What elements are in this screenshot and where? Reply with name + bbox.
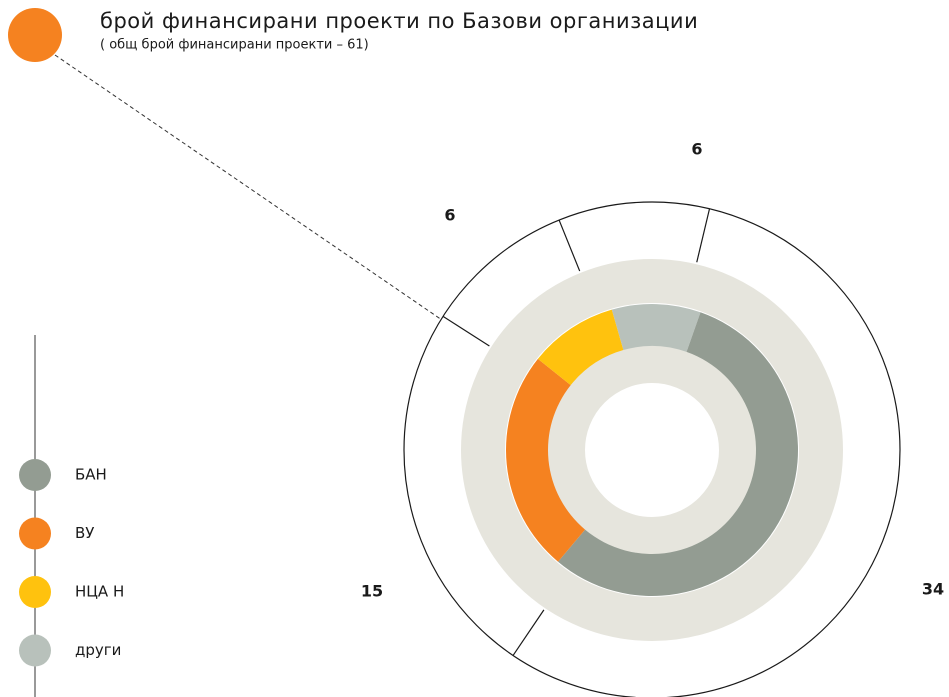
divider — [442, 315, 490, 347]
chart-subtitle: ( общ брой финансирани проекти – 61) — [100, 38, 369, 53]
legend-swatch — [19, 634, 51, 667]
value-label: 15 — [361, 582, 383, 601]
divider — [558, 219, 581, 272]
legend-label: други — [75, 641, 121, 659]
value-label: 34 — [922, 580, 944, 599]
title-dot — [8, 8, 62, 62]
connector — [54, 54, 443, 321]
legend-swatch — [19, 576, 51, 608]
value-label: 6 — [444, 206, 455, 225]
value-label: 6 — [691, 140, 702, 159]
divider — [696, 208, 711, 263]
donut-segment — [611, 304, 701, 352]
legend-label: ВУ — [75, 524, 94, 542]
legend-label: БАН — [75, 466, 107, 484]
divider — [512, 609, 545, 656]
inner-ring — [547, 345, 757, 555]
donut-segment — [537, 309, 624, 386]
chart-title: брой финансирани проекти по Базови орган… — [100, 9, 698, 33]
donut-segment — [558, 312, 799, 597]
back-ring — [461, 259, 843, 641]
legend-label: НЦА Н — [75, 583, 124, 601]
outer-ring — [403, 201, 901, 697]
donut-segment — [506, 358, 586, 562]
legend-swatch — [19, 517, 51, 550]
legend-swatch — [19, 459, 51, 491]
